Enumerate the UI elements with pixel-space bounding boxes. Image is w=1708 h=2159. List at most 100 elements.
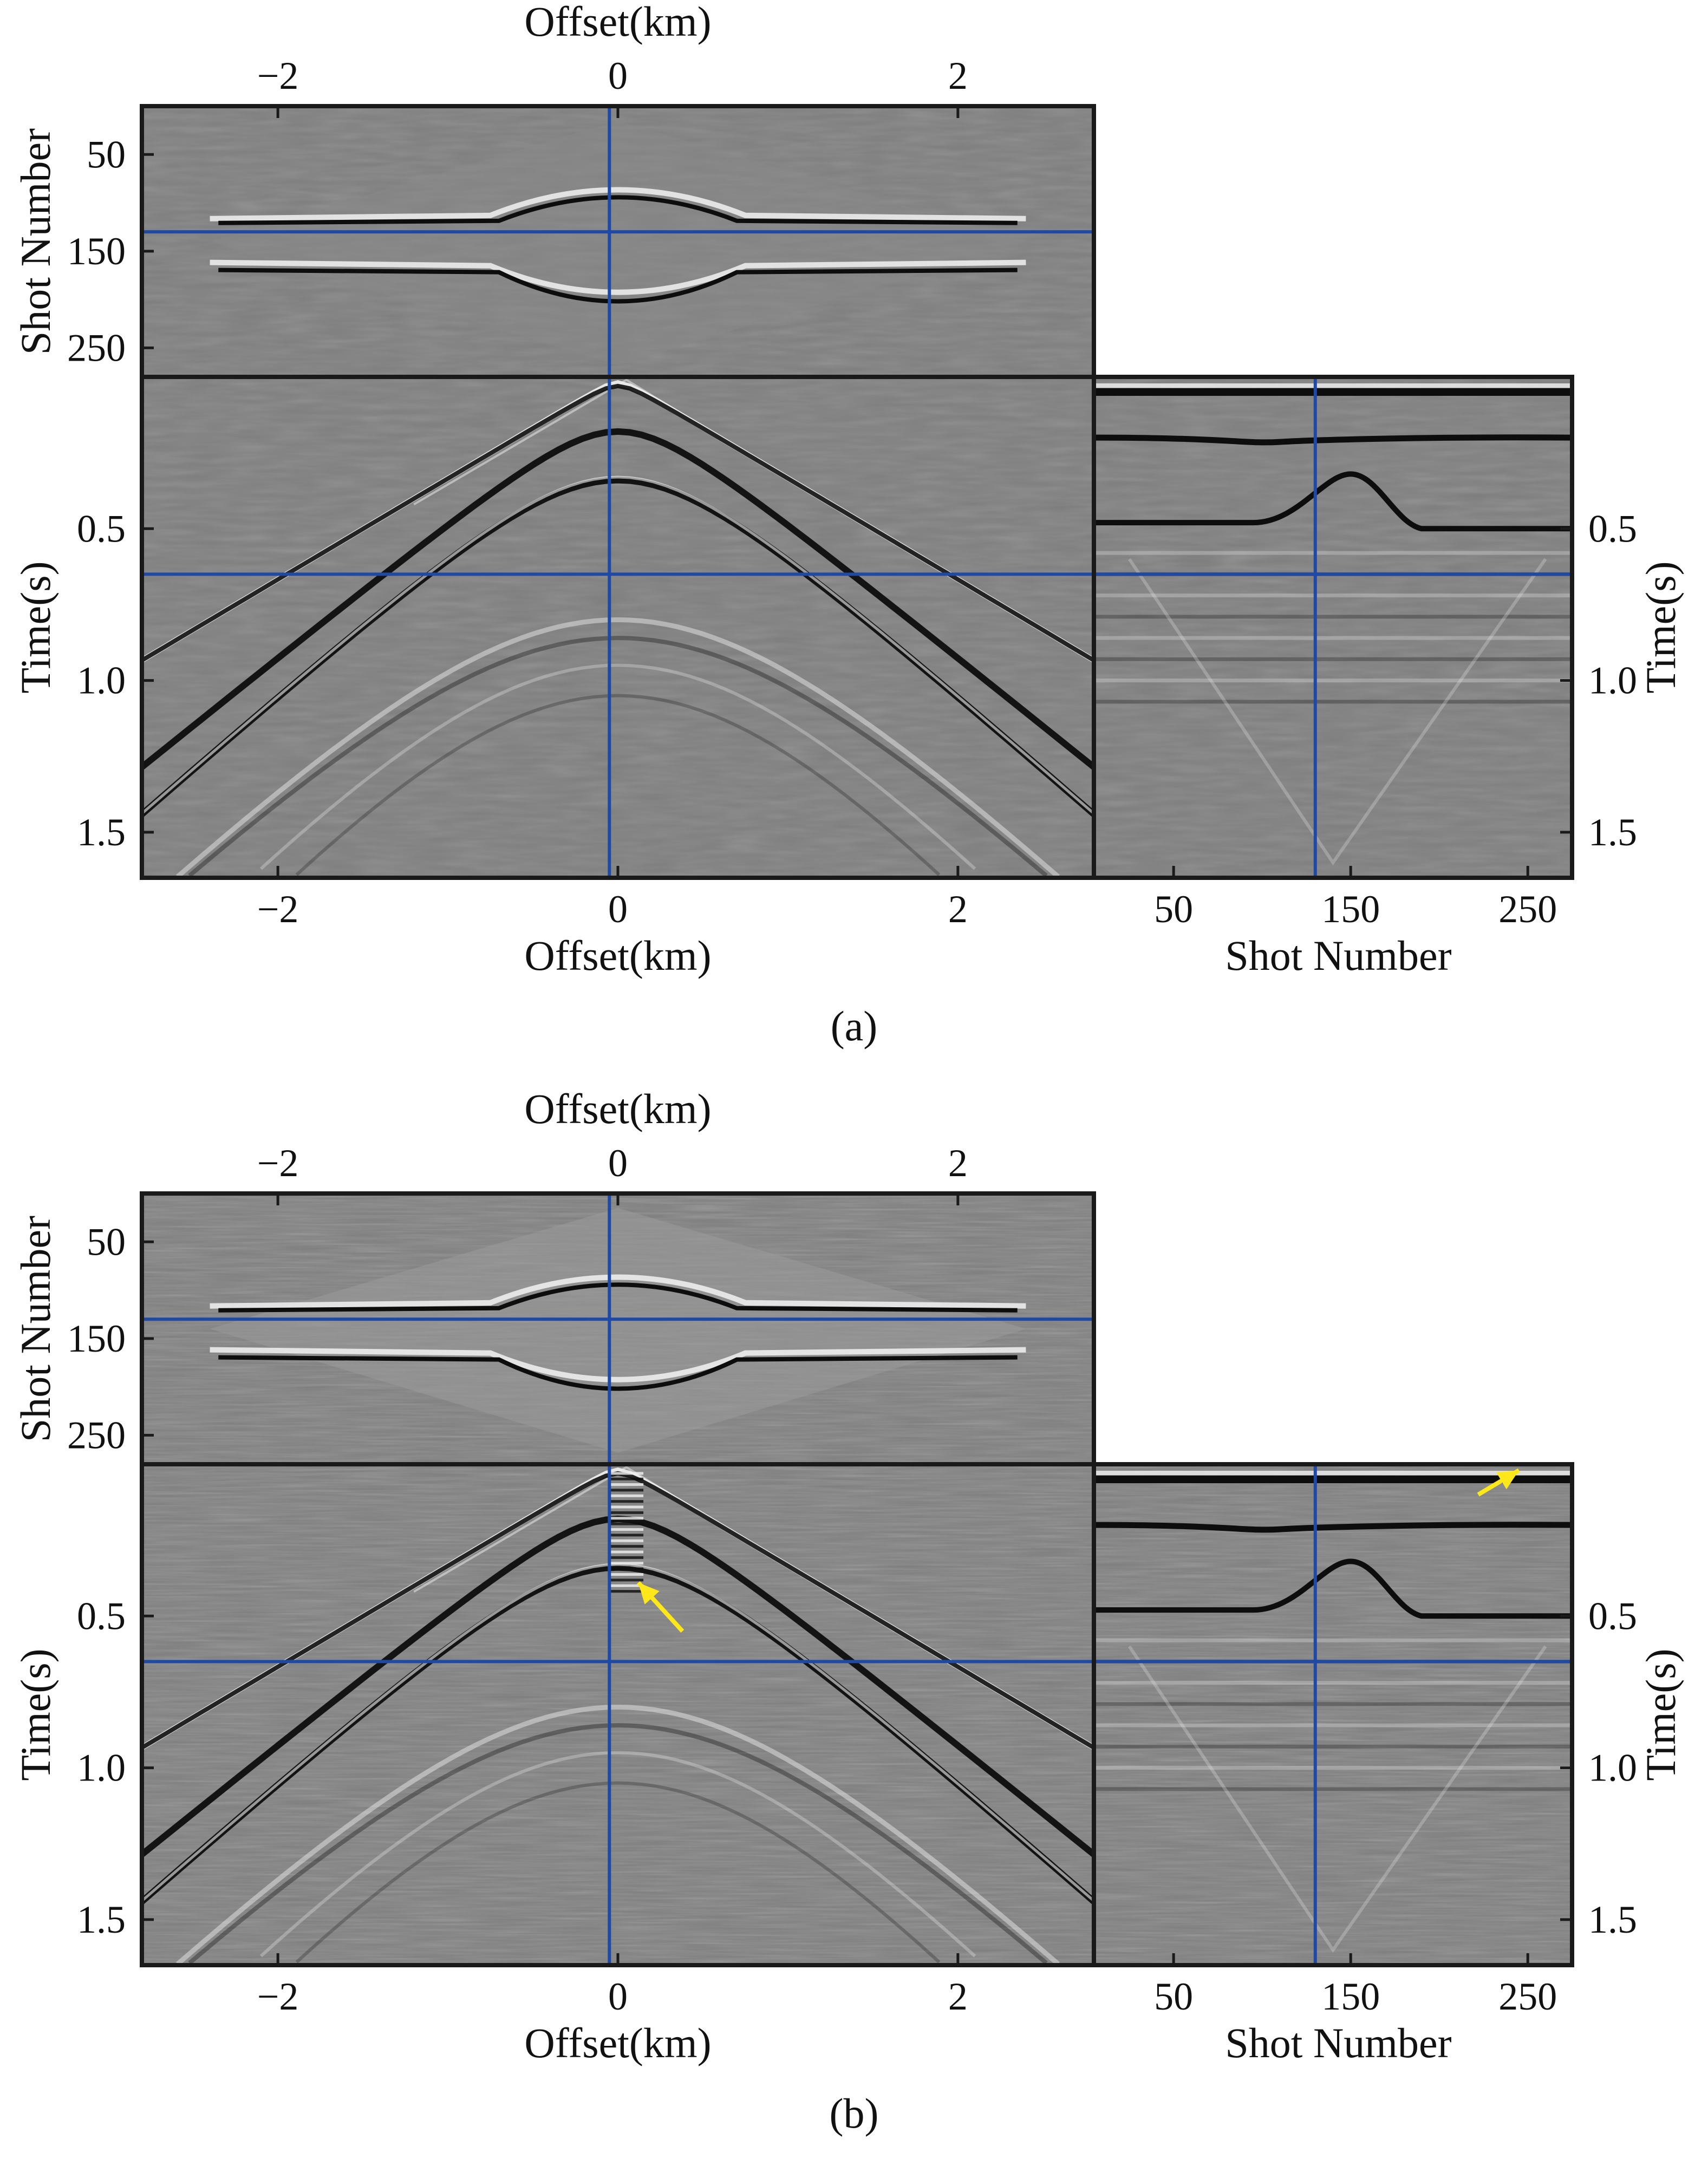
top-diamond-zone [210, 1208, 1026, 1453]
main-ytick-label: 0.5 [77, 1594, 126, 1638]
main-hyperbola-2-light [141, 475, 1095, 815]
top-events [210, 1208, 1026, 1453]
side-image-noise [1094, 377, 1572, 878]
main-yaxis-title: Time(s) [12, 1648, 59, 1780]
top-event-upper-light [210, 1274, 1026, 1309]
main-image-noise [142, 1464, 1094, 1965]
top-ytick-label: 150 [67, 230, 126, 273]
main-hyperbola-deep-1 [175, 617, 1060, 879]
top-event-upper-dark [218, 195, 1018, 225]
main-xtick-label: −2 [257, 888, 299, 931]
side-xtick-label: 150 [1321, 888, 1380, 931]
main-ytick-label: 0.5 [77, 507, 126, 550]
top-xtick-label: 0 [608, 54, 628, 97]
side-xtick-label: 250 [1498, 888, 1557, 931]
crosshairs [142, 106, 1572, 878]
top-events [210, 120, 1026, 366]
main-hyperbola-deep-4 [295, 1781, 941, 1964]
top-event-upper-light [210, 187, 1026, 221]
side-yaxis-title: Time(s) [1637, 561, 1684, 693]
side-event-bump [1094, 1558, 1572, 1619]
side-events [1093, 383, 1573, 866]
top-xtick-label: 0 [608, 1142, 628, 1185]
arrow-main-event-head [638, 1582, 660, 1604]
side-ytick-label: 1.5 [1588, 1898, 1637, 1941]
main-hyperbola-deep-2 [188, 636, 1048, 878]
side-xtick-label: 150 [1321, 1975, 1380, 2018]
panel-caption: (b) [830, 2090, 879, 2137]
main-xaxis-title: Offset(km) [524, 2019, 711, 2066]
main-hyperbola-1 [140, 428, 1096, 770]
side-xaxis-title: Shot Number [1225, 932, 1451, 979]
main-image-noise [142, 377, 1094, 878]
side-xtick-label: 250 [1498, 1975, 1557, 2018]
top-xtick-label: −2 [257, 54, 299, 97]
side-ytick-label: 0.5 [1588, 1594, 1637, 1638]
side-xaxis-title: Shot Number [1225, 2019, 1451, 2066]
side-xtick-label: 50 [1154, 888, 1193, 931]
top-event-lower-dark [218, 1355, 1018, 1391]
top-diamond-zone [210, 120, 1026, 366]
top-event-lower-light [210, 259, 1026, 295]
top-ytick-label: 150 [67, 1317, 126, 1360]
main-yaxis-title: Time(s) [12, 561, 59, 693]
top-xtick-label: 2 [948, 54, 968, 97]
main-ytick-label: 1.0 [77, 659, 126, 702]
main-xtick-label: 2 [948, 888, 968, 931]
side-ytick-label: 1.0 [1588, 659, 1637, 702]
arrow-side-event-head [1496, 1470, 1519, 1490]
top-event-lower-light [210, 1347, 1026, 1382]
side-v-tail [1127, 1645, 1547, 1953]
main-hyperbola-deep-3 [259, 1751, 976, 1958]
main-xtick-label: 2 [948, 1975, 968, 2018]
main-hyperbola-deep-4 [295, 694, 941, 876]
main-xtick-label: −2 [257, 1975, 299, 2018]
top-ytick-label: 50 [87, 133, 126, 176]
main-events [140, 379, 1096, 879]
side-event-second [1093, 434, 1573, 446]
crosshairs [142, 1193, 1572, 1965]
top-xtick-label: −2 [257, 1142, 299, 1185]
main-hyperbola-deep-1 [175, 1704, 1060, 1966]
side-yaxis-title: Time(s) [1637, 1648, 1684, 1780]
side-ytick-label: 1.5 [1588, 811, 1637, 854]
main-events [140, 1466, 1096, 1966]
main-ytick-label: 1.5 [77, 1898, 126, 1941]
side-image-noise [1094, 1464, 1572, 1965]
annotation-arrows [636, 1468, 1520, 1633]
top-yaxis-title: Shot Number [12, 128, 59, 355]
top-ytick-label: 250 [67, 326, 126, 369]
side-ytick-label: 1.0 [1588, 1746, 1637, 1790]
top-ytick-label: 250 [67, 1413, 126, 1457]
side-frame [1092, 375, 1574, 880]
side-event-second [1093, 1522, 1573, 1533]
top-xtick-label: 2 [948, 1142, 968, 1185]
main-ytick-label: 1.0 [77, 1746, 126, 1790]
top-event-upper-dark [218, 1282, 1018, 1313]
side-event-bump [1094, 471, 1572, 532]
main-apex-dark [140, 383, 1096, 662]
side-frame [1092, 1462, 1574, 1967]
top-yaxis-title: Shot Number [12, 1216, 59, 1442]
side-events [1093, 1471, 1573, 1953]
main-xaxis-title: Offset(km) [524, 932, 711, 979]
top-ytick-label: 50 [87, 1220, 126, 1263]
main-ytick-label: 1.5 [77, 811, 126, 854]
main-xtick-label: 0 [608, 888, 628, 931]
main-xtick-label: 0 [608, 1975, 628, 2018]
top-event-lower-dark [218, 268, 1018, 304]
side-xtick-label: 50 [1154, 1975, 1193, 2018]
top-xaxis-title: Offset(km) [524, 0, 711, 45]
top-xaxis-title: Offset(km) [524, 1085, 711, 1132]
side-ytick-label: 0.5 [1588, 507, 1637, 550]
panel-caption: (a) [831, 1002, 878, 1049]
side-v-tail [1127, 558, 1547, 866]
main-hyperbola-deep-3 [259, 663, 976, 870]
main-hyperbola-deep-2 [188, 1723, 1048, 1965]
